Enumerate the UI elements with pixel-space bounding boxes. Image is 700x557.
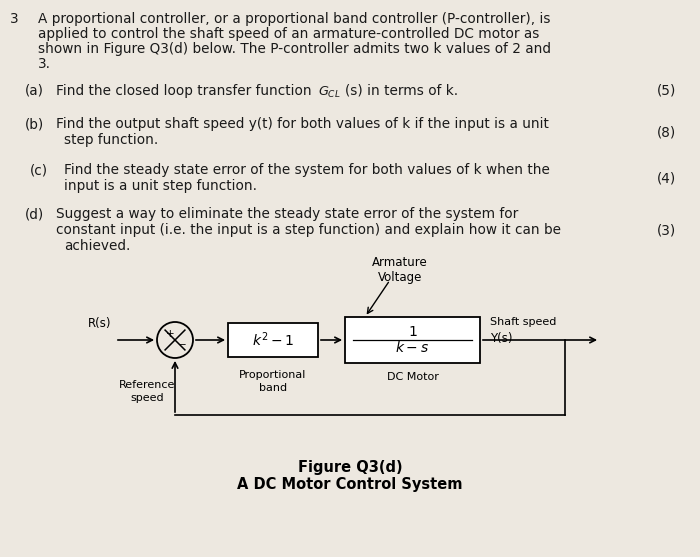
- Text: (s) in terms of k.: (s) in terms of k.: [345, 84, 458, 98]
- Text: +: +: [166, 329, 174, 339]
- Text: (c): (c): [30, 163, 48, 177]
- Text: Find the steady state error of the system for both values of k when the: Find the steady state error of the syste…: [64, 163, 550, 177]
- Text: Figure Q3(d): Figure Q3(d): [298, 460, 402, 475]
- Text: (d): (d): [25, 207, 44, 221]
- Text: speed: speed: [130, 393, 164, 403]
- Text: band: band: [259, 383, 287, 393]
- Text: (4): (4): [657, 171, 676, 185]
- Text: (a): (a): [25, 84, 44, 98]
- Text: Voltage: Voltage: [378, 271, 422, 284]
- Text: 3.: 3.: [38, 57, 51, 71]
- Text: $k^2-1$: $k^2-1$: [252, 331, 294, 349]
- FancyBboxPatch shape: [228, 323, 318, 357]
- Text: (8): (8): [657, 125, 676, 139]
- Text: Armature: Armature: [372, 256, 428, 269]
- Text: (3): (3): [657, 223, 676, 237]
- Text: Proportional: Proportional: [239, 370, 307, 380]
- Text: Find the closed loop transfer function: Find the closed loop transfer function: [56, 84, 316, 98]
- Text: $G_{CL}$: $G_{CL}$: [318, 85, 341, 100]
- Text: achieved.: achieved.: [64, 239, 130, 253]
- Text: R(s): R(s): [88, 317, 111, 330]
- Text: Y(s): Y(s): [490, 332, 512, 345]
- Text: 3: 3: [10, 12, 19, 26]
- Text: A DC Motor Control System: A DC Motor Control System: [237, 477, 463, 492]
- Text: Reference: Reference: [119, 380, 175, 390]
- Text: 1: 1: [408, 325, 417, 339]
- Text: $k-s$: $k-s$: [395, 340, 430, 355]
- Text: A proportional controller, or a proportional band controller (P-controller), is: A proportional controller, or a proporti…: [38, 12, 550, 26]
- FancyBboxPatch shape: [345, 317, 480, 363]
- Text: input is a unit step function.: input is a unit step function.: [64, 179, 257, 193]
- Text: Find the output shaft speed y(t) for both values of k if the input is a unit: Find the output shaft speed y(t) for bot…: [56, 117, 549, 131]
- Text: Shaft speed: Shaft speed: [490, 317, 556, 327]
- Text: step function.: step function.: [64, 133, 158, 147]
- Text: shown in Figure Q3(d) below. The P-controller admits two k values of 2 and: shown in Figure Q3(d) below. The P-contr…: [38, 42, 551, 56]
- Text: −: −: [178, 340, 186, 350]
- Text: (b): (b): [25, 117, 44, 131]
- Text: applied to control the shaft speed of an armature-controlled DC motor as: applied to control the shaft speed of an…: [38, 27, 540, 41]
- Text: constant input (i.e. the input is a step function) and explain how it can be: constant input (i.e. the input is a step…: [56, 223, 561, 237]
- Text: Suggest a way to eliminate the steady state error of the system for: Suggest a way to eliminate the steady st…: [56, 207, 518, 221]
- Text: DC Motor: DC Motor: [386, 372, 438, 382]
- Text: (5): (5): [657, 84, 676, 98]
